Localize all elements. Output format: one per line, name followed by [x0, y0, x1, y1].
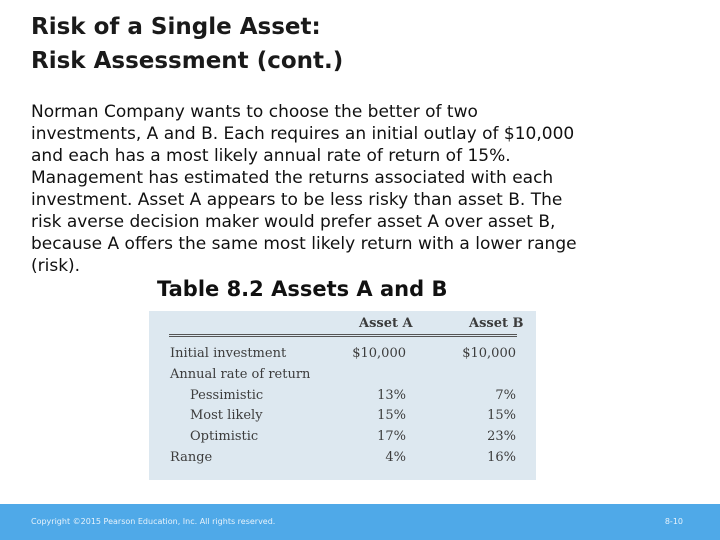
- cell-asset-b-pessimistic: 7%: [495, 388, 516, 403]
- header-bottom-rule: [169, 336, 517, 337]
- slide-title: Risk of a Single Asset: Risk Assessment …: [31, 10, 691, 78]
- footer-bar: Copyright ©2015 Pearson Education, Inc. …: [0, 504, 720, 540]
- row-label-range: Range: [170, 450, 213, 465]
- cell-asset-a-range: 4%: [385, 450, 406, 465]
- header-top-rule: [169, 334, 517, 335]
- body-line: (risk).: [31, 256, 81, 276]
- body-line: because A offers the same most likely re…: [31, 234, 577, 254]
- row-label-pessimistic: Pessimistic: [190, 388, 264, 403]
- cell-asset-a-optimistic: 17%: [377, 429, 406, 444]
- cell-asset-b-range: 16%: [487, 450, 516, 465]
- body-line: investment. Asset A appears to be less r…: [31, 190, 563, 210]
- cell-asset-b-most-likely: 15%: [487, 408, 516, 423]
- column-header-asset-a: Asset A: [359, 316, 413, 331]
- cell-asset-b-optimistic: 23%: [487, 429, 516, 444]
- row-label-most-likely: Most likely: [190, 408, 263, 423]
- body-paragraph: Norman Company wants to choose the bette…: [31, 101, 701, 277]
- cell-asset-a-initial-investment: $10,000: [352, 346, 406, 361]
- body-line: Norman Company wants to choose the bette…: [31, 102, 478, 122]
- assets-table: Asset A Asset B Initial investment $10,0…: [149, 311, 536, 480]
- body-line: and each has a most likely annual rate o…: [31, 146, 511, 166]
- column-header-asset-b: Asset B: [469, 316, 524, 331]
- page-number: 8-10: [664, 517, 683, 526]
- body-line: investments, A and B. Each requires an i…: [31, 124, 575, 144]
- row-label-initial-investment: Initial investment: [170, 346, 287, 361]
- cell-asset-a-pessimistic: 13%: [377, 388, 406, 403]
- slide-title-line-2: Risk Assessment (cont.): [31, 48, 344, 74]
- body-line: risk averse decision maker would prefer …: [31, 212, 556, 232]
- copyright-notice: Copyright ©2015 Pearson Education, Inc. …: [31, 517, 276, 526]
- cell-asset-a-most-likely: 15%: [377, 408, 406, 423]
- slide-title-line-1: Risk of a Single Asset:: [31, 14, 321, 40]
- body-line: Management has estimated the returns ass…: [31, 168, 554, 188]
- row-label-optimistic: Optimistic: [190, 429, 259, 444]
- cell-asset-b-initial-investment: $10,000: [462, 346, 516, 361]
- row-label-annual-rate-of-return: Annual rate of return: [170, 367, 311, 382]
- table-title: Table 8.2 Assets A and B: [157, 277, 448, 301]
